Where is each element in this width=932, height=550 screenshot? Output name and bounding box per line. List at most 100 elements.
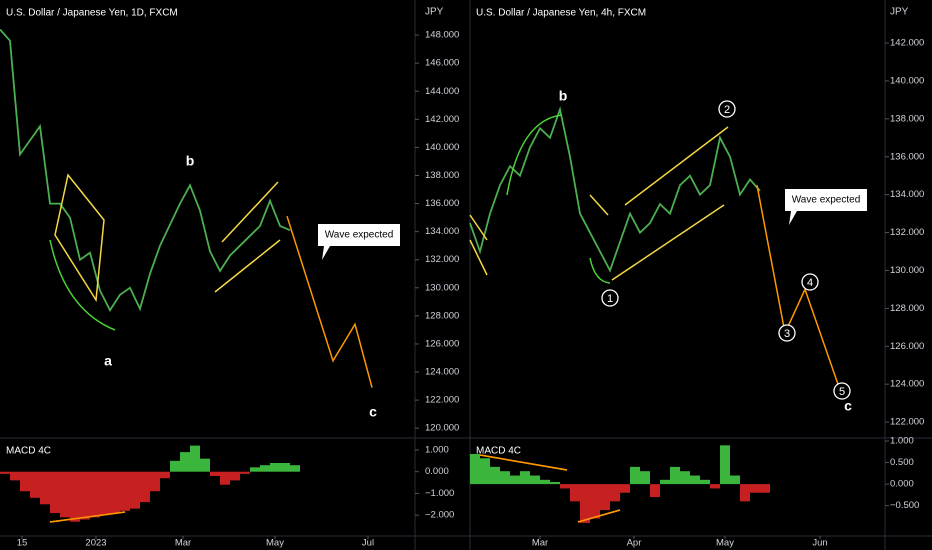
macd-bar xyxy=(170,460,180,472)
price-line xyxy=(469,106,761,273)
macd-bar xyxy=(230,471,240,481)
x-tick-label: May xyxy=(266,538,284,549)
macd-bar xyxy=(240,471,250,474)
macd-bar xyxy=(110,471,120,513)
macd-bar xyxy=(740,484,750,502)
wave-circle xyxy=(801,273,819,291)
macd-bar xyxy=(630,466,640,485)
wave-label: a xyxy=(104,353,112,369)
macd-bar xyxy=(480,458,490,485)
y-tick-label: 0.000 xyxy=(890,479,914,490)
macd-bar xyxy=(190,445,200,472)
macd-bar xyxy=(510,475,520,485)
y-tick-label: 128.000 xyxy=(425,310,459,321)
drawing xyxy=(49,511,126,523)
macd-bar xyxy=(660,479,670,485)
macd-bar xyxy=(290,465,300,472)
macd-bar xyxy=(520,471,530,485)
macd-bar xyxy=(60,471,70,518)
macd-bar xyxy=(250,467,260,472)
y-tick-label: 122.000 xyxy=(425,395,459,406)
y-tick-label: 140.000 xyxy=(890,75,924,86)
y-tick-label: 1.000 xyxy=(425,444,449,455)
x-tick-label: Apr xyxy=(627,538,642,549)
callout-box xyxy=(318,224,400,260)
macd-bar xyxy=(690,475,700,485)
y-tick-label: 132.000 xyxy=(425,254,459,265)
macd-bar xyxy=(710,484,720,489)
wave-circle xyxy=(833,382,851,400)
macd-bar xyxy=(620,484,630,493)
drawing xyxy=(611,126,729,281)
x-tick-label: Jul xyxy=(362,538,374,549)
y-tick-label: 134.000 xyxy=(425,226,459,237)
wave-number: 5 xyxy=(839,386,845,398)
wave-number: 4 xyxy=(807,277,813,289)
wave-label: b xyxy=(186,153,195,169)
y-tick-label: 122.000 xyxy=(890,417,924,428)
drawing xyxy=(214,181,281,293)
macd-bar xyxy=(720,445,730,485)
macd-bar xyxy=(10,471,20,481)
y-tick-label: 134.000 xyxy=(890,189,924,200)
y-tick-label: 142.000 xyxy=(890,38,924,49)
macd-bar xyxy=(560,484,570,489)
macd-bar xyxy=(200,458,210,472)
macd-bar xyxy=(730,475,740,485)
macd-bar xyxy=(640,471,650,485)
macd-bar xyxy=(680,471,690,485)
macd-bar xyxy=(590,484,600,519)
macd-bar xyxy=(280,463,290,472)
macd-bar xyxy=(700,479,710,485)
price-line xyxy=(0,28,291,312)
drawing xyxy=(49,239,116,331)
drawing xyxy=(479,454,568,471)
macd-bar xyxy=(20,471,30,492)
chart-title: U.S. Dollar / Japanese Yen, 1D, FXCM xyxy=(6,8,178,19)
macd-bar xyxy=(80,471,90,520)
chart-title: MACD 4C xyxy=(476,446,521,457)
y-tick-label: 148.000 xyxy=(425,30,459,41)
wave-label: b xyxy=(559,88,568,104)
macd-bar xyxy=(30,471,40,498)
wave-label: c xyxy=(844,398,852,414)
macd-bar xyxy=(220,471,230,485)
drawing xyxy=(577,509,621,523)
projection-line xyxy=(286,215,373,388)
x-tick-label: May xyxy=(716,538,734,549)
y-tick-label: 146.000 xyxy=(425,58,459,69)
y-tick-label: −0.500 xyxy=(890,500,919,511)
macd-bar xyxy=(180,452,190,472)
chart-title: MACD 4C xyxy=(6,446,51,457)
wave-label: c xyxy=(369,404,377,420)
y-axis-label: JPY xyxy=(425,7,444,18)
wave-circle xyxy=(778,324,796,342)
y-tick-label: 138.000 xyxy=(425,170,459,181)
wave-circle xyxy=(601,289,619,307)
y-tick-label: 136.000 xyxy=(425,198,459,209)
x-tick-label: Jun xyxy=(812,538,827,549)
macd-bar xyxy=(540,479,550,485)
y-tick-label: 1.000 xyxy=(890,436,914,447)
macd-bar xyxy=(260,465,270,472)
macd-bar xyxy=(550,481,560,485)
y-tick-label: 124.000 xyxy=(425,367,459,378)
y-tick-label: 0.000 xyxy=(425,466,449,477)
macd-bar xyxy=(760,484,770,493)
y-tick-label: 0.500 xyxy=(890,457,914,468)
macd-bar xyxy=(470,453,480,485)
y-tick-label: 136.000 xyxy=(890,151,924,162)
macd-bar xyxy=(120,471,130,511)
wave-number: 3 xyxy=(784,328,790,340)
macd-bar xyxy=(580,484,590,523)
macd-bar xyxy=(140,471,150,503)
y-tick-label: 140.000 xyxy=(425,142,459,153)
y-tick-label: 132.000 xyxy=(890,227,924,238)
macd-bar xyxy=(160,471,170,479)
wave-number: 1 xyxy=(607,293,613,305)
chart-title: U.S. Dollar / Japanese Yen, 4h, FXCM xyxy=(476,8,646,19)
y-tick-label: −1.000 xyxy=(425,488,454,499)
y-tick-label: 130.000 xyxy=(425,282,459,293)
macd-bar xyxy=(270,463,280,472)
callout-text: Wave expected xyxy=(792,195,861,206)
